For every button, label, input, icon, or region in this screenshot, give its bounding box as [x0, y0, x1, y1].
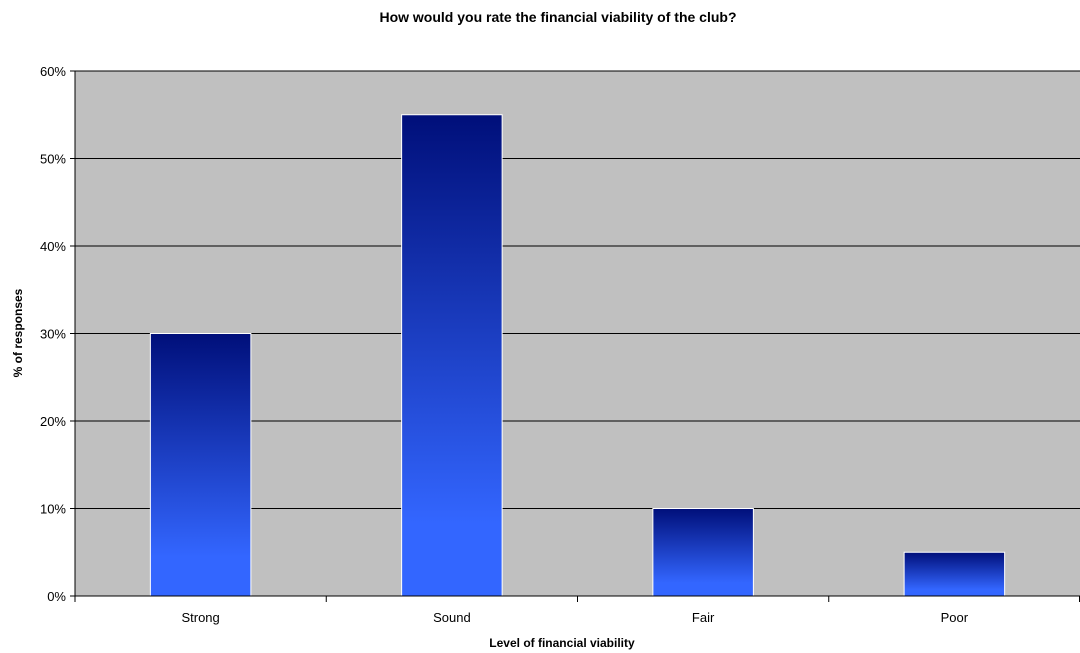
y-tick-label: 40% — [40, 239, 66, 254]
x-tick-label: Poor — [941, 610, 969, 625]
x-tick-label: Fair — [692, 610, 715, 625]
x-tick-labels: Strong Sound Fair Poor — [181, 610, 968, 625]
y-tick-label: 20% — [40, 414, 66, 429]
x-tick-label: Sound — [433, 610, 471, 625]
bars — [149, 114, 1006, 597]
y-tick-label: 30% — [40, 327, 66, 342]
bar-fair — [652, 508, 754, 597]
x-tick-label: Strong — [181, 610, 219, 625]
y-tick-label: 10% — [40, 502, 66, 517]
bar-sound — [401, 114, 503, 597]
bar-poor — [903, 551, 1006, 597]
chart-title: How would you rate the financial viabili… — [379, 9, 736, 25]
x-axis-title: Level of financial viability — [489, 636, 635, 650]
y-axis-title: % of responses — [11, 288, 25, 377]
y-tick-label: 60% — [40, 64, 66, 79]
bar-strong — [149, 333, 252, 597]
axes — [70, 70, 1080, 602]
y-tick-label: 0% — [47, 589, 66, 604]
y-tick-label: 50% — [40, 152, 66, 167]
y-tick-labels: 0% 10% 20% 30% 40% 50% 60% — [40, 64, 66, 604]
